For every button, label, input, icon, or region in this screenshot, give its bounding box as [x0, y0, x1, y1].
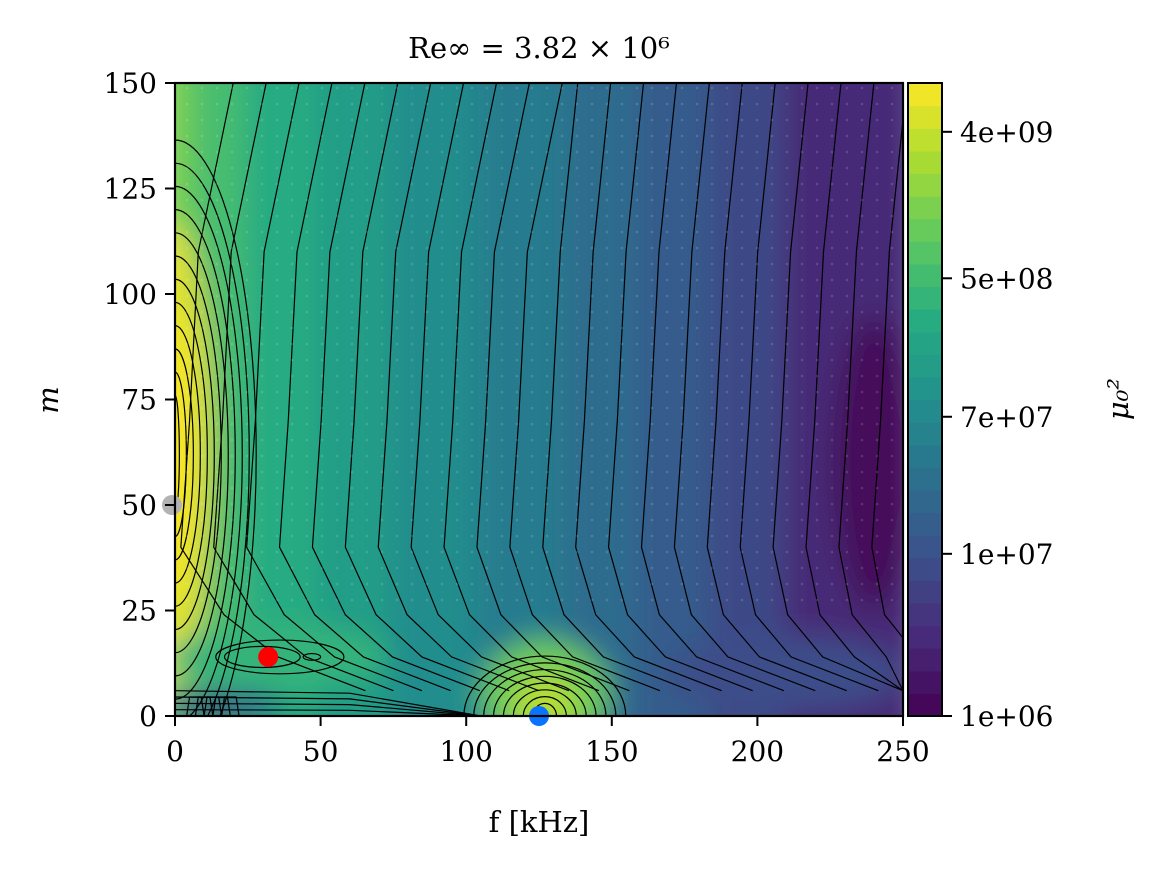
x-tick-label: 250: [876, 735, 929, 768]
colorbar-segment: [908, 128, 942, 152]
field-region: [515, 673, 574, 716]
x-axis-label: f [kHz]: [489, 805, 590, 839]
colorbar-segment: [908, 105, 942, 129]
contour-line: [175, 709, 481, 716]
chart-title: Re∞ = 3.82 × 10⁶: [408, 31, 670, 65]
y-axis-label: m: [31, 386, 65, 414]
colorbar-segment: [908, 602, 942, 627]
colorbar-segment: [908, 218, 942, 242]
contour-line: [473, 662, 617, 716]
field-region: [175, 623, 388, 691]
plot-area: [175, 83, 903, 716]
contour-line: [463, 655, 627, 716]
x-tick-label: 100: [439, 735, 492, 768]
colorbar-frame: [907, 82, 943, 717]
colorbar-segment: [908, 354, 942, 378]
colorbar: 1e+06 1e+07 7e+07 5e+08 4e+09: [907, 82, 1053, 733]
contour-line: [175, 702, 481, 716]
y-tick-label: 150: [104, 67, 157, 100]
colorbar-segment: [908, 625, 942, 649]
x-axis: 0 50 100 150 200 250: [166, 716, 930, 768]
contour-line: [512, 689, 577, 716]
colorbar-segment: [908, 670, 942, 694]
colorbar-label: μ₀²: [1101, 378, 1135, 420]
colorbar-segment: [908, 309, 942, 333]
colorbar-segment: [908, 173, 942, 197]
field-region: [670, 635, 903, 712]
contour-line: [215, 639, 345, 675]
colorbar-tick-label: 7e+07: [960, 401, 1053, 434]
colorbar-segment: [908, 580, 942, 604]
colorbar-segment: [908, 648, 942, 672]
y-tick-label: 75: [121, 384, 157, 417]
y-tick-label: 50: [121, 489, 157, 522]
x-tick-label: 200: [731, 735, 784, 768]
colorbar-segment: [908, 467, 942, 491]
colorbar-tick-label: 1e+06: [960, 700, 1053, 733]
colorbar-tick-label: 5e+08: [960, 262, 1053, 295]
marker: [258, 646, 279, 667]
contour-line: [175, 696, 481, 716]
contour-line: [522, 695, 567, 716]
colorbar-segment: [908, 399, 942, 423]
x-tick-label: 0: [166, 735, 184, 768]
colorbar-segment: [908, 286, 942, 310]
colorbar-segment: [908, 489, 942, 514]
y-tick-label: 0: [139, 700, 157, 733]
colorbar-segment: [908, 422, 942, 446]
contour-line: [223, 645, 301, 669]
contour-line: [186, 696, 205, 716]
x-tick-label: 150: [585, 735, 638, 768]
colorbar-segment: [908, 693, 942, 717]
contour-line: [483, 668, 607, 716]
contour-line: [492, 675, 597, 716]
y-tick-label: 100: [104, 278, 157, 311]
contour-line: [212, 696, 231, 716]
contour-line: [175, 690, 481, 716]
stipple-overlay: [175, 83, 903, 613]
colorbar-tick-label: 4e+09: [960, 116, 1053, 149]
y-tick-label: 125: [104, 173, 157, 206]
colorbar-segment: [908, 196, 942, 220]
colorbar-segment: [908, 263, 942, 288]
colorbar-segment: [908, 557, 942, 581]
colorbar-segment: [908, 376, 942, 401]
x-tick-label: 50: [303, 735, 339, 768]
contour-line: [220, 696, 240, 716]
colorbar-segment: [908, 444, 942, 468]
colorbar-segment: [908, 150, 942, 175]
colorbar-tick-label: 1e+07: [960, 538, 1053, 571]
y-axis: 0 25 50 75 100 125 150: [104, 67, 175, 733]
y-tick-label: 25: [121, 595, 157, 628]
contour-line: [502, 682, 587, 716]
colorbar-segment: [908, 535, 942, 559]
colorbar-segment: [908, 512, 942, 536]
colorbar-segment: [908, 241, 942, 265]
colorbar-segment: [908, 83, 942, 107]
contour-line: [302, 652, 322, 661]
contour-line: [203, 696, 223, 716]
contour-line: [194, 696, 214, 716]
colorbar-segment: [908, 331, 942, 355]
